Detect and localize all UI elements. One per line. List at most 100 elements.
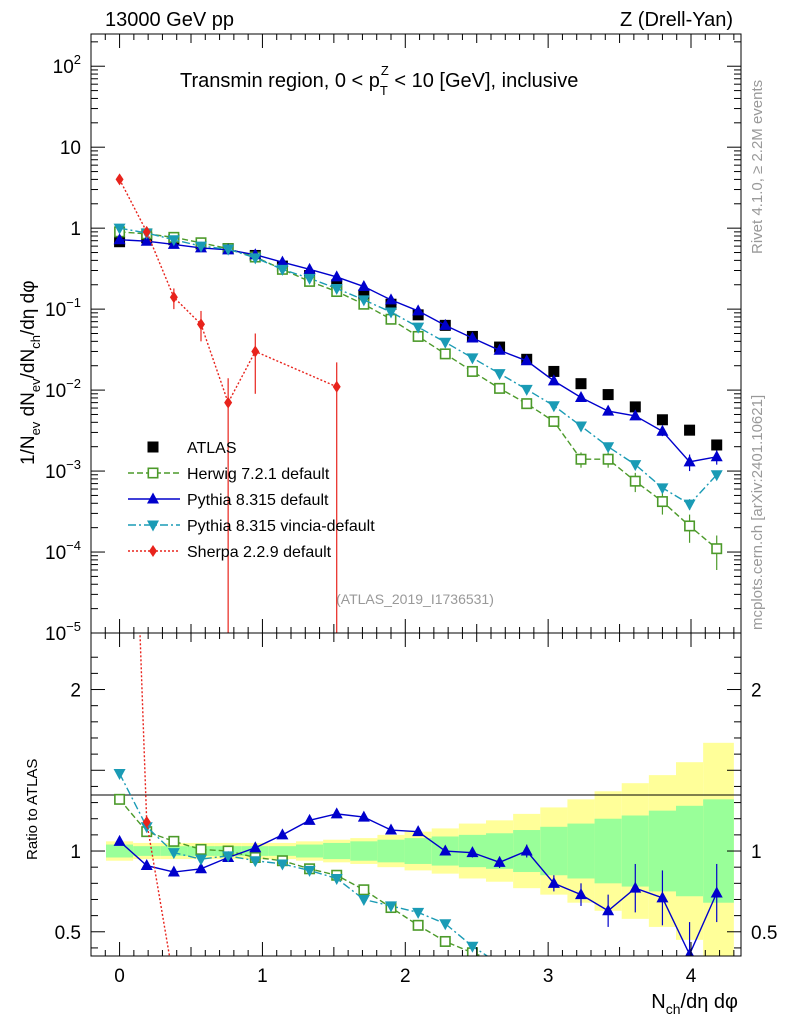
pythia-8-315-vincia-default-point	[629, 460, 642, 472]
ratio-pythia-8-315-default-point	[710, 886, 723, 898]
ratio-pythia-8-315-vincia-default-point	[276, 859, 289, 871]
stat-uncertainty-band	[540, 826, 568, 876]
sherpa-2-2-9-default-point	[142, 225, 151, 238]
pythia-8-315-default-point	[412, 304, 425, 316]
ratio-pythia-8-315-default-point	[249, 841, 262, 853]
stat-uncertainty-band	[377, 839, 405, 863]
pythia-8-315-default-point	[357, 280, 370, 292]
ratio-herwig-7-2-1-default-point	[631, 988, 640, 997]
herwig-7-2-1-default-point	[602, 453, 614, 465]
pythia-8-315-default-point	[629, 409, 642, 421]
ratio-sherpa-2-2-9-default-point	[142, 815, 151, 828]
sherpa-2-2-9-default-point	[115, 173, 124, 186]
pythia-8-315-vincia-default-point	[357, 295, 370, 307]
main-y-tick-label: 10	[60, 138, 81, 159]
legend-marker	[147, 520, 159, 532]
legend-marker	[147, 467, 159, 479]
ratio-sherpa-2-2-9-default-point	[170, 976, 178, 988]
atlas-point	[575, 378, 587, 390]
ratio-pythia-8-315-vincia-default-point	[222, 851, 235, 863]
legend: ATLAS Herwig 7.2.1 default Pythia 8.315 de…	[128, 440, 375, 561]
ratio-pythia-8-315-vincia-default-point	[357, 894, 370, 906]
main-y-tick-label: 10−3	[45, 457, 81, 483]
pythia-8-315-vincia-default-point	[493, 369, 506, 381]
header-left-label: 13000 GeV pp	[105, 9, 234, 31]
ratio-pythia-8-315-vincia-default-point	[602, 992, 614, 1003]
ratio-pythia-8-315-default-point	[466, 846, 479, 858]
pythia-8-315-default-point	[330, 270, 343, 282]
ratio-pythia-8-315-default-point	[303, 813, 316, 825]
legend-marker	[147, 492, 159, 504]
pythia-8-315-vincia-default-point	[547, 401, 560, 413]
legend-label: Pythia 8.315 default	[187, 492, 329, 509]
ratio-y-tick-label-right: 0.5	[751, 923, 777, 944]
legend-item-pythia-8-315-vincia-default: Pythia 8.315 vincia-default	[128, 518, 375, 535]
ratio-pythia-8-315-default-point	[629, 881, 642, 893]
stat-uncertainty-band	[404, 838, 432, 864]
sherpa-2-2-9-default-point	[197, 318, 205, 331]
x-tick-label: 4	[686, 966, 697, 987]
pythia-8-315-vincia-default-point	[683, 499, 696, 511]
main-y-tick-label: 10−4	[45, 538, 81, 564]
ratio-pythia-8-315-default-point	[656, 891, 669, 903]
pythia-8-315-vincia-default-point	[330, 283, 343, 295]
stat-uncertainty-band	[106, 844, 134, 858]
pythia-8-315-vincia-default-point	[249, 253, 262, 265]
legend-item-atlas: ATLAS	[147, 440, 237, 457]
main-y-tick-label: 102	[53, 52, 81, 78]
stat-uncertainty-band	[323, 842, 351, 860]
x-tick-label: 2	[400, 966, 411, 987]
main-series	[113, 173, 723, 633]
atlas-point	[711, 439, 723, 451]
ratio-series	[113, 633, 723, 1004]
ratio-pythia-8-315-vincia-default-point	[629, 993, 641, 1004]
pythia-8-315-default-point	[466, 331, 479, 343]
ratio-pythia-8-315-vincia-default-point	[466, 941, 479, 953]
analysis-id-label: (ATLAS_2019_I1736531)	[336, 591, 494, 607]
herwig-7-2-1-default-point	[466, 365, 478, 377]
legend-label: Pythia 8.315 vincia-default	[187, 518, 375, 535]
legend-label: ATLAS	[187, 440, 237, 457]
ratio-herwig-7-2-1-default-point	[195, 843, 207, 855]
main-panel-title: Transmin region, 0 < pTZ < 10 [GeV], inc…	[180, 63, 578, 98]
pythia-8-315-default-point	[547, 374, 560, 386]
x-tick-label: 1	[257, 966, 268, 987]
ratio-pythia-8-315-vincia-default-point	[195, 854, 207, 866]
ratio-pythia-8-315-default-point	[357, 810, 370, 822]
pythia-8-315-default-point	[113, 233, 126, 245]
pythia-8-315-default-point	[602, 404, 615, 416]
stat-uncertainty-band	[594, 818, 622, 884]
ratio-pythia-8-315-default-point	[276, 828, 289, 840]
header-right-label: Z (Drell-Yan)	[620, 9, 733, 31]
pythia-8-315-default-point	[575, 391, 587, 403]
ratio-herwig-7-2-1-default-point	[603, 982, 612, 991]
ratio-pythia-8-315-default-point	[493, 855, 506, 867]
main-y-tick-label: 10−2	[45, 376, 81, 402]
pythia-8-315-vincia-default-point	[385, 307, 397, 319]
pythia-8-315-vincia-default-point	[520, 384, 533, 396]
ratio-herwig-7-2-1-default-point	[358, 884, 370, 896]
ratio-pythia-8-315-vincia-default-point	[494, 960, 506, 971]
pythia-8-315-default-point	[303, 262, 316, 274]
stat-uncertainty-band	[296, 844, 324, 858]
ratio-pythia-8-315-vincia-default-point	[303, 865, 316, 877]
ratio-y-tick-label: 1	[70, 842, 81, 863]
x-tick-label: 0	[114, 966, 125, 987]
pythia-8-315-vincia-default-line	[119, 227, 718, 506]
pythia-8-315-vincia-default-point	[602, 442, 615, 454]
ratio-pythia-8-315-vincia-default-point	[330, 873, 343, 885]
legend-item-sherpa-2-2-9-default: Sherpa 2.2.9 default	[128, 544, 332, 561]
ratio-herwig-7-2-1-default-point	[522, 963, 531, 972]
stat-uncertainty-band	[567, 823, 595, 879]
legend-item-pythia-8-315-default: Pythia 8.315 default	[128, 492, 329, 509]
herwig-7-2-1-default-point	[521, 398, 533, 410]
herwig-7-2-1-default-point	[575, 453, 587, 465]
ratio-pythia-8-315-default-point	[140, 859, 153, 871]
ratio-pythia-8-315-default-point	[113, 834, 126, 846]
ratio-y-tick-label: 2	[70, 681, 81, 702]
sherpa-2-2-9-default-point	[169, 291, 178, 304]
main-y-tick-label: 10−1	[45, 295, 81, 321]
ratio-pythia-8-315-vincia-default-point	[249, 856, 262, 868]
mcplots-label: mcplots.cern.ch [arXiv:2401.10621]	[749, 395, 766, 630]
